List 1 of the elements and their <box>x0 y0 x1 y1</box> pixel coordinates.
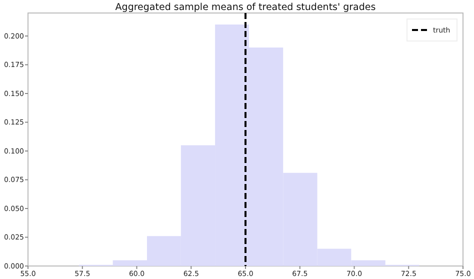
chart-title: Aggregated sample means of treated students' grades <box>115 2 376 13</box>
